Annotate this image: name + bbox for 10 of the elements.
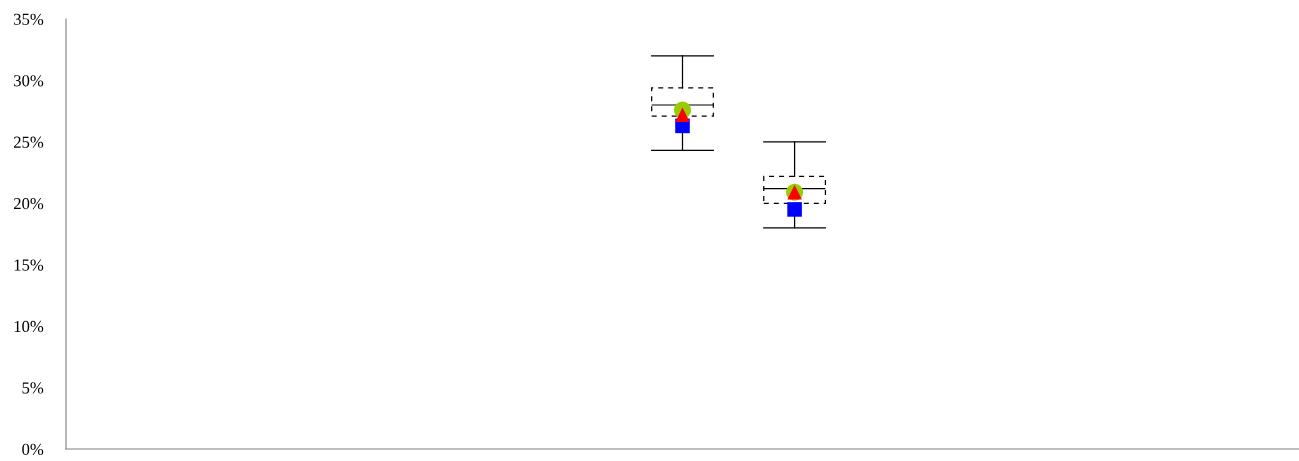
y-tick-label: 5% (22, 382, 44, 394)
y-tick-label: 15% (14, 259, 44, 271)
y-tick-label: 0% (22, 443, 44, 455)
y-tick-label: 20% (13, 197, 44, 210)
point (675, 107, 690, 123)
y-tick-label: 30% (14, 75, 44, 87)
point (787, 202, 802, 217)
y-tick-label: 35% (14, 13, 44, 25)
y-tick-label: 25% (13, 136, 44, 148)
y-tick-label: 10% (14, 320, 44, 333)
